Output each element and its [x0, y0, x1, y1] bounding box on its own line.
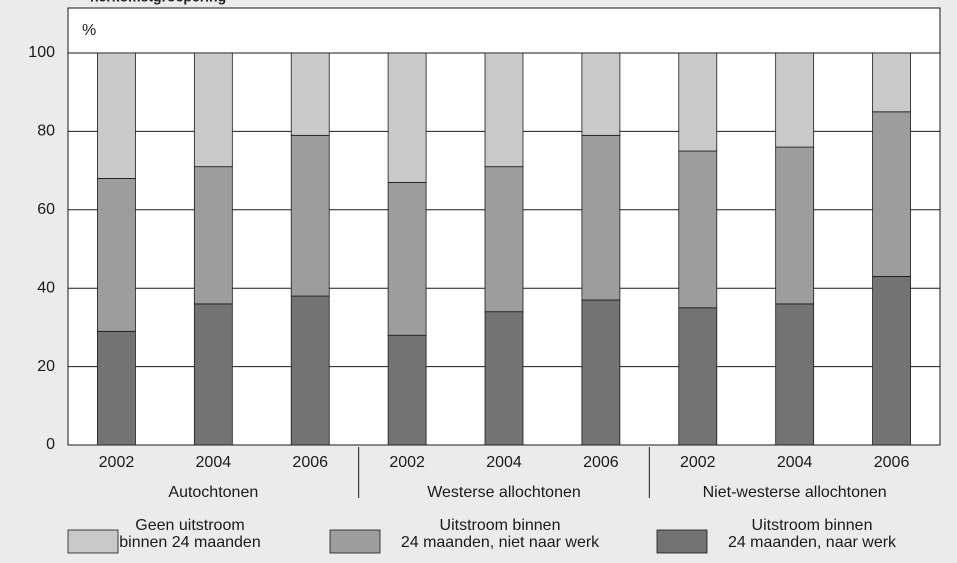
bar-segment: [387, 334, 427, 446]
bar-segment: [775, 52, 815, 148]
bar-segment: [872, 276, 911, 446]
x-tick-label: 2004: [777, 454, 813, 471]
bar-segment: [775, 146, 815, 305]
bar-segment: [290, 134, 330, 297]
bar-segment: [97, 178, 136, 332]
bar-segment: [581, 299, 621, 446]
bar-segment: [678, 52, 718, 152]
bar-segment: [387, 181, 427, 336]
bar-segment: [193, 52, 233, 168]
chart-title: herkomstgroepering: [90, 0, 226, 5]
y-tick-label: 60: [37, 201, 55, 218]
bar-segment: [193, 303, 233, 446]
bar-segment: [97, 330, 136, 446]
bar-segment: [581, 134, 621, 301]
bar-segment: [872, 52, 911, 113]
x-tick-label: 2004: [486, 454, 522, 471]
legend-label: Uitstroom binnen 24 maanden, naar werk: [727, 517, 897, 551]
x-tick-label: 2006: [583, 454, 619, 471]
legend-swatch: [67, 529, 119, 554]
bar-segment: [484, 52, 524, 168]
bar-segment: [872, 111, 911, 277]
bar-segment: [678, 307, 718, 446]
y-axis-label: %: [82, 22, 96, 39]
x-tick-label: 2006: [292, 454, 328, 471]
legend-label: Geen uitstroom binnen 24 maanden: [119, 517, 261, 551]
bar-segment: [581, 52, 621, 136]
x-tick-label: 2002: [680, 454, 716, 471]
x-tick-label: 2002: [389, 454, 425, 471]
bar-segment: [484, 311, 524, 446]
group-label: Autochtonen: [168, 484, 258, 501]
bar-segment: [387, 52, 427, 183]
x-tick-label: 2004: [196, 454, 232, 471]
x-tick-label: 2006: [874, 454, 910, 471]
y-tick-label: 0: [46, 436, 55, 453]
y-tick-label: 80: [37, 123, 55, 140]
bar-segment: [193, 166, 233, 305]
bar-segment: [97, 52, 136, 179]
x-tick-label: 2002: [99, 454, 135, 471]
y-tick-label: 40: [37, 279, 55, 296]
y-tick-label: 20: [37, 358, 55, 375]
bar-segment: [290, 295, 330, 446]
bar-segment: [290, 52, 330, 136]
legend-swatch: [329, 529, 381, 554]
group-label: Niet-westerse allochtonen: [703, 484, 887, 501]
group-label: Westerse allochtonen: [427, 484, 581, 501]
bar-segment: [484, 166, 524, 313]
bar-segment: [678, 150, 718, 309]
legend-swatch: [656, 529, 708, 554]
bar-segment: [775, 303, 815, 446]
legend-label: Uitstroom binnen 24 maanden, niet naar w…: [400, 517, 600, 551]
y-tick-label: 100: [28, 44, 55, 61]
